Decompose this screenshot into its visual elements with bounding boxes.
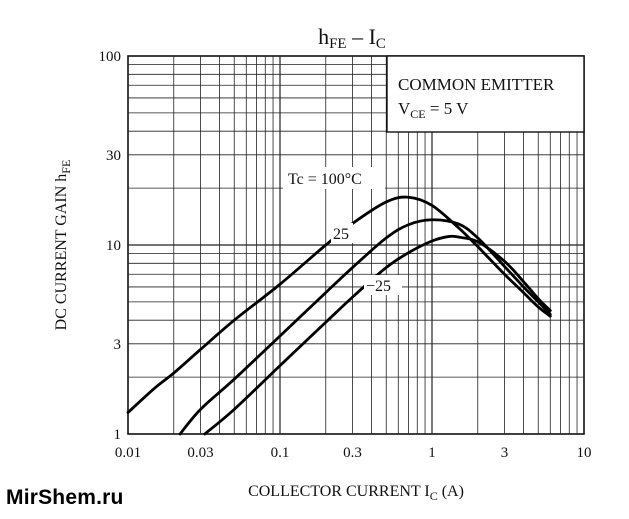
x-tick-label: 0.03: [187, 445, 213, 461]
annotation-box-frame: [386, 55, 585, 133]
curve-labels: Tc = 100°C 25 −25: [283, 167, 402, 295]
annotation-line2-rest: = 5 V: [426, 99, 470, 118]
series-line-1: [178, 218, 552, 436]
curves: [126, 195, 552, 436]
title-main: h: [318, 24, 329, 49]
y-axis-label-main: DC CURRENT GAIN h: [53, 174, 70, 331]
x-axis-label-main: COLLECTOR CURRENT I: [248, 483, 430, 500]
y-tick-label: 30: [106, 148, 121, 164]
annotation-box: COMMON EMITTER VCE = 5 V: [386, 55, 585, 133]
y-axis-label-sub: FE: [59, 160, 73, 174]
x-tick-label: 0.01: [115, 445, 141, 461]
plot-area: [126, 55, 585, 436]
y-tick-label: 100: [99, 49, 122, 65]
title-sub2: C: [376, 36, 386, 52]
x-tick-label: 0.1: [271, 445, 290, 461]
x-tick-label: 1: [428, 445, 436, 461]
series-line-2: [203, 234, 552, 436]
title-sub: FE: [329, 36, 347, 52]
annotation-line2: VCE = 5 V: [398, 99, 469, 121]
x-tick-label: 10: [577, 445, 592, 461]
y-axis-label: DC CURRENT GAIN hFE: [53, 160, 73, 331]
y-axis-ticks: 1 3 10 30 100: [99, 49, 122, 443]
x-tick-label: 0.3: [343, 445, 362, 461]
x-axis-label-sub: C: [430, 489, 438, 503]
watermark-logo: MirShem.ru: [6, 486, 124, 509]
y-tick-label: 1: [114, 427, 122, 443]
annotation-line2-main: V: [398, 99, 411, 118]
annotation-line1: COMMON EMITTER: [398, 75, 555, 94]
title-sep: – I: [347, 24, 376, 49]
curve-label-25: 25: [333, 226, 349, 243]
x-axis-label-unit: (A): [438, 483, 464, 500]
x-axis-ticks: 0.01 0.03 0.1 0.3 1 3 10: [115, 445, 592, 461]
y-tick-label: 3: [114, 337, 122, 353]
chart-title: hFE – IC: [318, 24, 386, 52]
x-axis-label: COLLECTOR CURRENT IC (A): [248, 483, 464, 503]
curve-label-100c: Tc = 100°C: [288, 171, 362, 188]
curve-label-minus25: −25: [366, 278, 391, 295]
series-line-0: [126, 195, 552, 414]
annotation-line2-sub: CE: [410, 107, 425, 121]
x-tick-label: 3: [501, 445, 509, 461]
y-tick-label: 10: [106, 238, 121, 254]
